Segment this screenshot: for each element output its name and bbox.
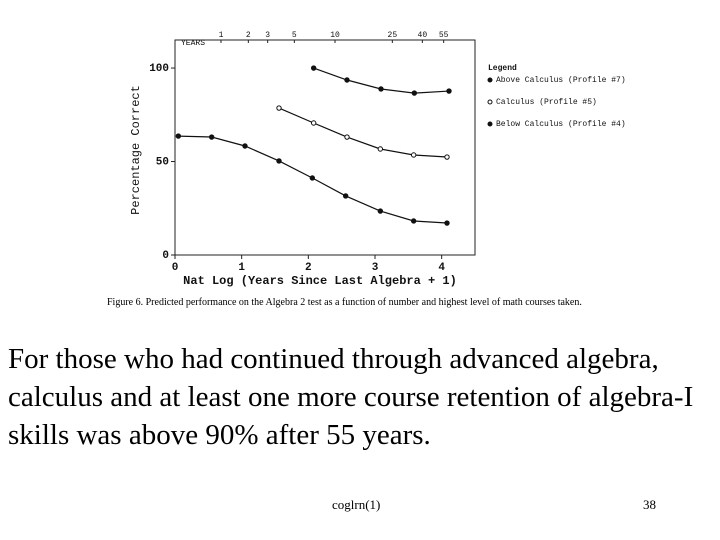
- legend-marker: [487, 99, 493, 105]
- y-tick-label: 100: [149, 63, 169, 75]
- data-point: [242, 143, 248, 149]
- page-number: 38: [643, 497, 656, 512]
- legend-title: Legend: [488, 64, 517, 73]
- top-tick-label: 2: [246, 31, 251, 40]
- top-tick-label: 3: [265, 31, 270, 40]
- x-tick-label: 0: [172, 262, 179, 274]
- data-point: [344, 77, 350, 83]
- legend-marker: [487, 77, 493, 83]
- data-point: [444, 220, 450, 226]
- top-axis-label: YEARS: [181, 39, 205, 48]
- series-line: [278, 107, 448, 158]
- legend-label: Below Calculus (Profile #4): [496, 120, 626, 129]
- data-point: [344, 134, 350, 140]
- top-tick-label: 25: [388, 31, 398, 40]
- data-point: [208, 134, 215, 140]
- y-tick-label: 50: [156, 156, 169, 168]
- y-tick-label: 0: [162, 250, 169, 262]
- data-point: [342, 193, 349, 199]
- data-point: [276, 105, 282, 111]
- data-point: [175, 133, 182, 139]
- top-tick-label: 5: [292, 31, 297, 40]
- figure-caption: Figure 6. Predicted performance on the A…: [107, 297, 582, 308]
- body-text: For those who had continued through adva…: [8, 343, 694, 451]
- legend-label: Calculus (Profile #5): [496, 98, 597, 107]
- data-point: [310, 120, 317, 126]
- data-point: [378, 86, 384, 92]
- top-tick-label: 40: [418, 31, 428, 40]
- data-point: [410, 152, 417, 158]
- top-tick-label: 55: [439, 31, 449, 40]
- data-point: [411, 90, 418, 96]
- top-tick-label: 1: [219, 31, 224, 40]
- x-tick-label: 1: [238, 262, 245, 274]
- x-tick-label: 3: [372, 262, 379, 274]
- y-axis-label: Percentage Correct: [129, 85, 143, 215]
- legend-marker: [487, 121, 493, 127]
- data-point: [276, 158, 282, 164]
- data-point: [377, 146, 384, 152]
- plot-frame: [174, 39, 476, 256]
- data-point: [444, 154, 450, 160]
- footer-source: coglrn(1): [332, 497, 381, 512]
- legend-label: Above Calculus (Profile #7): [496, 76, 626, 85]
- data-point: [377, 208, 384, 214]
- x-axis-label: Nat Log (Years Since Last Algebra + 1): [183, 274, 457, 288]
- chart: Percentage Correct Nat Log (Years Since …: [129, 31, 626, 288]
- data-point: [310, 65, 317, 71]
- x-tick-label: 2: [305, 262, 312, 274]
- x-tick-label: 4: [438, 262, 445, 274]
- data-point: [410, 218, 417, 224]
- top-tick-label: 10: [330, 31, 340, 40]
- data-point: [309, 175, 316, 181]
- data-point: [446, 88, 452, 94]
